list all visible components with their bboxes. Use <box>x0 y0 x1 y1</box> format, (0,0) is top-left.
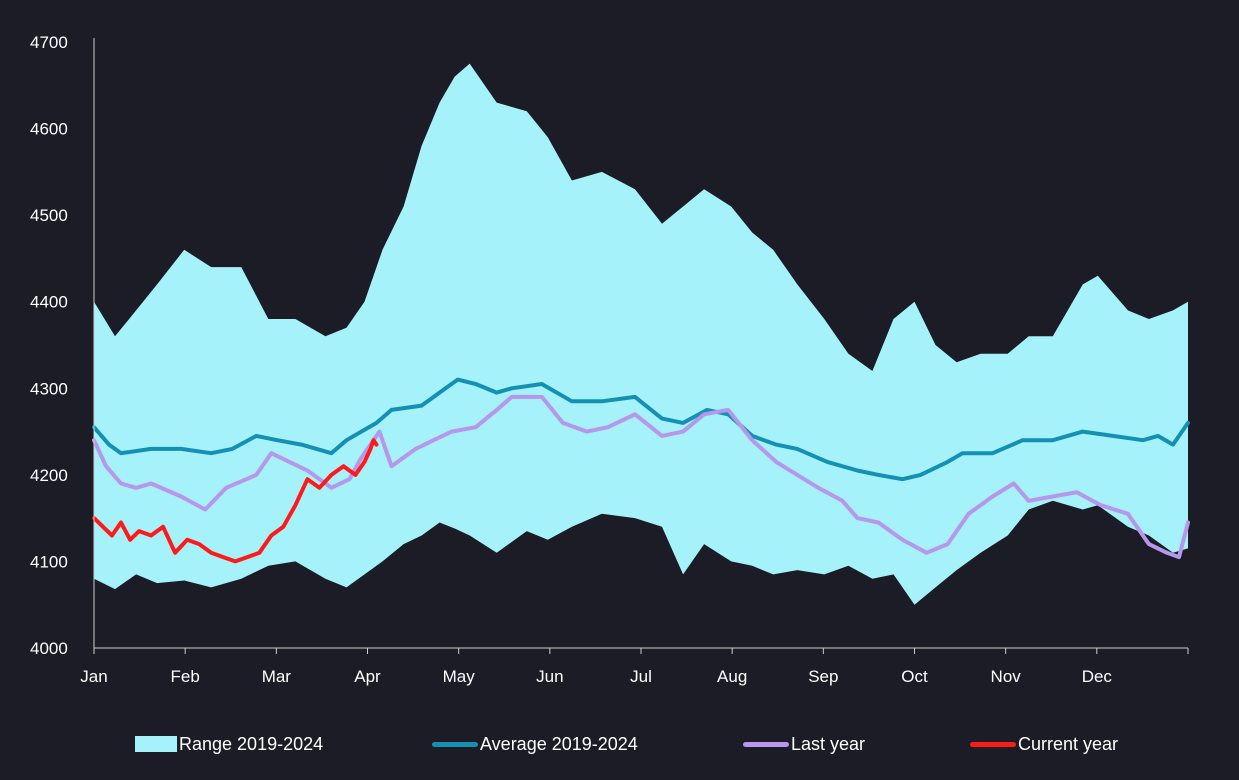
x-tick-label: Jan <box>80 667 107 686</box>
legend-label-range: Range 2019-2024 <box>179 733 324 754</box>
average-line <box>92 377 1190 482</box>
legend-label-current-year: Current year <box>1018 733 1119 754</box>
axis-layer: 4000 4100 4200 4300 4400 4500 4600 4700 Jan Feb Ma… <box>30 33 1189 686</box>
y-tick-label: 4700 <box>30 33 68 52</box>
x-tick-label: Sep <box>808 667 838 686</box>
current-year-line <box>92 438 379 564</box>
y-tick-label: 4600 <box>30 120 68 139</box>
y-tick-label: 4300 <box>30 379 68 398</box>
legend-label-average: Average 2019-2024 <box>480 733 638 754</box>
x-tick-label: May <box>443 667 476 686</box>
x-tick-label: Jul <box>630 667 652 686</box>
legend-swatch-range <box>135 736 177 752</box>
series-layer <box>92 377 1190 564</box>
range-band-area <box>94 63 1188 605</box>
y-tick-label: 4000 <box>30 639 68 658</box>
y-tick-label: 4100 <box>30 552 68 571</box>
x-tick-label: Oct <box>901 667 928 686</box>
y-tick-label: 4400 <box>30 293 68 312</box>
chart: 4000 4100 4200 4300 4400 4500 4600 4700 Jan Feb Ma… <box>30 33 1190 686</box>
x-tick-label: Dec <box>1082 667 1113 686</box>
legend-swatch-current-year <box>970 741 1016 747</box>
y-tick-label: 4500 <box>30 206 68 225</box>
x-tick-label: Aug <box>717 667 747 686</box>
legend-item-average: Average 2019-2024 <box>432 730 638 758</box>
range-band-layer <box>94 63 1188 605</box>
legend-item-range: Range 2019-2024 <box>135 730 323 758</box>
legend-item-last-year: Last year <box>743 730 865 758</box>
legend-label-last-year: Last year <box>791 733 866 754</box>
x-tick-label: Feb <box>171 667 200 686</box>
last-year-line <box>92 394 1190 560</box>
x-tick-label: Apr <box>354 667 381 686</box>
legend-swatch-last-year <box>743 741 789 747</box>
legend-swatch-average <box>432 741 478 747</box>
x-tick-label: Nov <box>991 667 1022 686</box>
y-tick-label: 4200 <box>30 466 68 485</box>
legend-item-current-year: Current year <box>970 730 1118 758</box>
x-tick-label: Mar <box>262 667 292 686</box>
legend: Range 2019-2024 Average 2019-2024 Last y… <box>0 730 1239 760</box>
x-tick-label: Jun <box>536 667 563 686</box>
